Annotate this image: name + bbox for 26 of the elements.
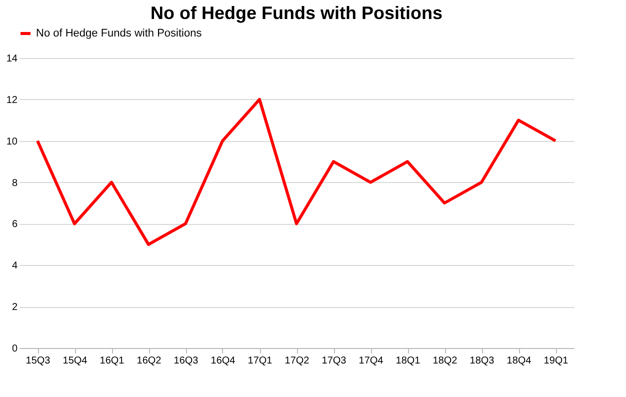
x-tick-label: 18Q1 (396, 356, 421, 366)
x-tick-label: 16Q1 (100, 356, 125, 366)
x-tick-label: 18Q3 (470, 356, 495, 366)
y-tick-label: 4 (12, 260, 18, 272)
y-tick-label: 0 (12, 344, 18, 354)
y-tick-label: 12 (6, 94, 18, 106)
x-tick-label: 17Q3 (322, 356, 347, 366)
x-tick-label: 16Q3 (174, 356, 199, 366)
x-tick-label: 17Q4 (358, 356, 384, 366)
x-tick-label: 15Q3 (26, 356, 51, 366)
x-tick-label: 16Q2 (136, 356, 162, 366)
x-tick-label: 18Q4 (506, 356, 532, 366)
y-tick-label: 8 (12, 178, 18, 189)
x-tick-label: 18Q2 (432, 356, 458, 366)
chart-title: No of Hedge Funds with Positions (150, 3, 442, 23)
x-tick-label: 15Q4 (62, 356, 88, 366)
x-tick-label: 17Q2 (284, 356, 310, 366)
x-tick-label: 16Q4 (210, 356, 236, 366)
y-tick-label: 14 (6, 54, 18, 64)
line-series (36, 98, 557, 246)
x-tick-label: 17Q1 (248, 356, 273, 366)
x-tick-label: 19Q1 (544, 356, 569, 366)
y-tick-label: 10 (6, 136, 18, 148)
legend-label: No of Hedge Funds with Positions (36, 28, 202, 40)
y-tick-label: 6 (12, 219, 18, 230)
y-tick-label: 2 (12, 302, 18, 314)
